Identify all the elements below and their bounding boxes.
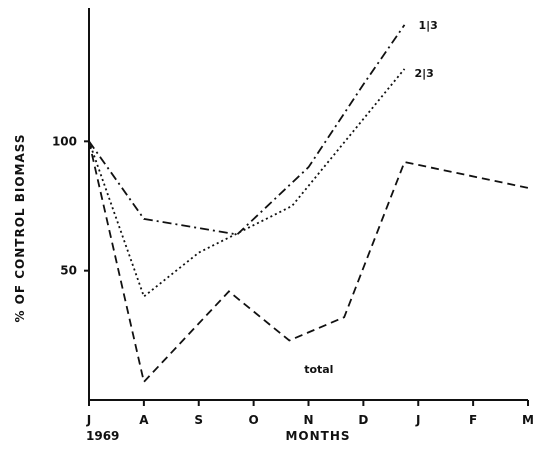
series-line-1 — [88, 24, 406, 236]
series-label-2: 2|3 — [415, 67, 434, 80]
x-tick-label: J — [86, 413, 91, 427]
x-tick-label: A — [139, 413, 149, 427]
x-tick-label: N — [303, 413, 313, 427]
series-line-3 — [88, 141, 529, 384]
series-label-3: total — [304, 363, 333, 376]
x-tick-label: D — [358, 413, 368, 427]
y-axis-title: % OF CONTROL BIOMASS — [13, 133, 27, 322]
axes — [88, 8, 528, 401]
x-tick-label: O — [249, 413, 259, 427]
ticks: J A S O N D J F M 50 100 — [52, 134, 534, 427]
x-tick-label: J — [415, 413, 420, 427]
x-axis-title: MONTHS — [285, 429, 350, 443]
series-label-1: 1|3 — [419, 19, 438, 32]
x-year-label: 1969 — [86, 429, 119, 443]
series-group — [88, 24, 529, 384]
x-tick-label: S — [194, 413, 203, 427]
x-tick-label: F — [469, 413, 477, 427]
x-tick-label: M — [522, 413, 534, 427]
y-tick-label: 50 — [60, 264, 77, 278]
y-tick-label: 100 — [52, 134, 77, 148]
series-line-2 — [88, 68, 406, 298]
series-labels: 1|3 2|3 total — [304, 19, 438, 376]
